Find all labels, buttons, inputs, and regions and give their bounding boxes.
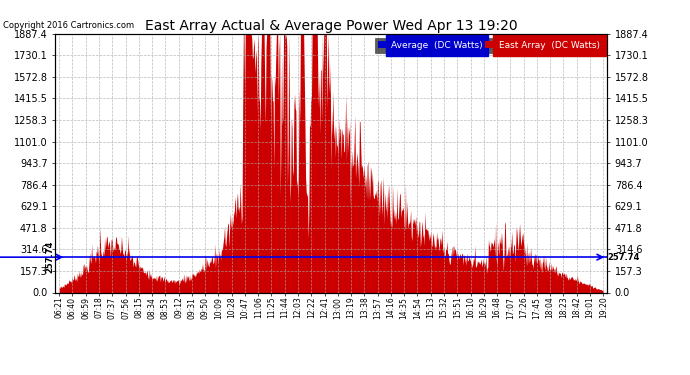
Legend: Average  (DC Watts), East Array  (DC Watts): Average (DC Watts), East Array (DC Watts… (375, 38, 602, 53)
Text: 257.74: 257.74 (608, 253, 640, 262)
Text: 257.74: 257.74 (46, 241, 55, 273)
Text: Copyright 2016 Cartronics.com: Copyright 2016 Cartronics.com (3, 21, 135, 30)
Title: East Array Actual & Average Power Wed Apr 13 19:20: East Array Actual & Average Power Wed Ap… (145, 19, 518, 33)
